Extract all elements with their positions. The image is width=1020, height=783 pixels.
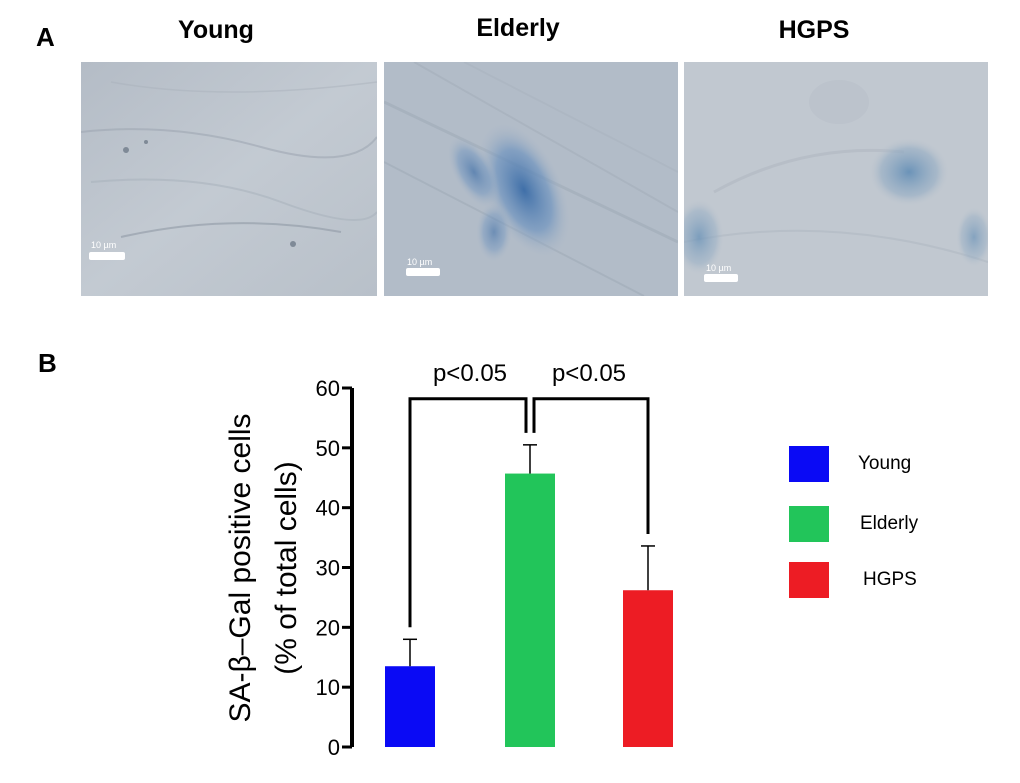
bar-young	[385, 666, 435, 747]
scale-bar-label: 10 µm	[706, 263, 732, 273]
y-tick-label: 20	[316, 615, 340, 640]
scale-bar	[89, 252, 125, 260]
image-title-young: Young	[178, 16, 254, 44]
legend-swatch-young	[789, 446, 829, 482]
scale-bar-label: 10 µm	[91, 240, 117, 250]
significance-bracket-elderly-hgps-label: p<0.05	[552, 360, 626, 387]
legend-label-hgps: HGPS	[863, 569, 917, 590]
legend-label-young: Young	[858, 453, 912, 474]
image-title-hgps: HGPS	[778, 16, 850, 44]
y-tick-label: 0	[328, 735, 340, 760]
legend-swatch-hgps	[789, 562, 829, 598]
bar-elderly	[505, 473, 555, 747]
micrograph-young: 10 µm	[81, 62, 377, 296]
y-axis-title-line2: (% of total cells)	[270, 461, 303, 674]
significance-bracket-elderly-hgps	[532, 397, 650, 534]
legend-swatch-elderly	[789, 506, 829, 542]
y-tick-label: 60	[316, 376, 340, 401]
image-title-elderly: Elderly	[476, 14, 560, 42]
panel-b-label: B	[38, 348, 57, 378]
y-axis-title-line1: SA-β–Gal positive cells	[224, 413, 257, 722]
y-tick-label: 50	[316, 436, 340, 461]
scale-bar	[406, 268, 440, 276]
micrograph-elderly: 10 µm	[384, 62, 678, 296]
y-tick-label: 10	[316, 675, 340, 700]
bar-hgps	[623, 590, 673, 747]
panel-a-label: A	[36, 22, 55, 52]
micrograph-hgps: 10 µm	[684, 62, 988, 296]
scale-bar	[704, 274, 738, 282]
legend-label-elderly: Elderly	[860, 513, 919, 534]
significance-bracket-young-elderly-label: p<0.05	[433, 360, 507, 387]
y-tick-label: 30	[316, 556, 340, 581]
significance-bracket-young-elderly	[408, 397, 528, 628]
y-tick-label: 40	[316, 496, 340, 521]
scale-bar-label: 10 µm	[407, 257, 433, 267]
